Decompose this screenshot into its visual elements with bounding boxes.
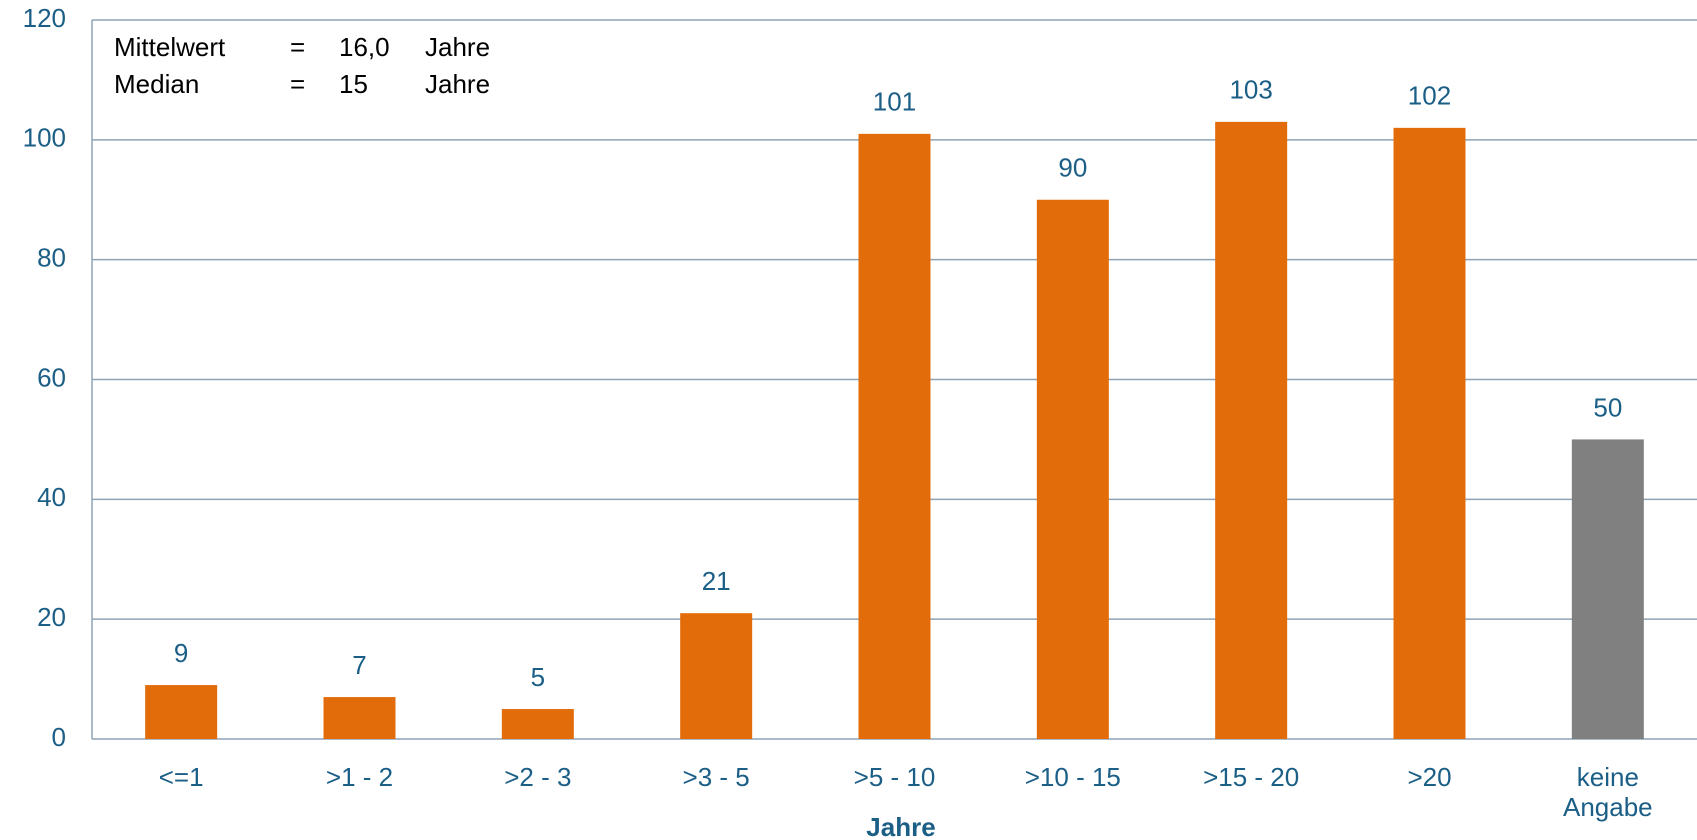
value-label: 9 [174, 638, 188, 668]
x-tick-label: keine Angabe [1563, 762, 1653, 822]
bar [858, 133, 931, 739]
bar [1571, 439, 1644, 739]
annotation-text: 15 [339, 69, 368, 99]
value-label: 103 [1229, 75, 1272, 105]
y-tick-label: 0 [52, 722, 66, 752]
annotation-text: 16,0 [339, 32, 390, 62]
y-tick-label: 20 [37, 602, 66, 632]
annotation-text: = [290, 69, 305, 99]
value-label: 7 [352, 650, 366, 680]
value-label: 50 [1593, 392, 1622, 422]
value-label: 90 [1058, 153, 1087, 183]
value-label: 21 [702, 566, 731, 596]
y-tick-label: 40 [37, 482, 66, 512]
value-label: 101 [873, 87, 916, 117]
y-tick-label: 80 [37, 243, 66, 273]
annotation-text: = [290, 32, 305, 62]
bar [1393, 127, 1466, 740]
x-tick-label: >2 - 3 [504, 762, 572, 792]
x-tick-label: >10 - 15 [1024, 762, 1121, 792]
x-tick-label: <=1 [158, 762, 204, 792]
bar [323, 697, 396, 739]
bar [680, 613, 753, 739]
bar [1036, 199, 1109, 739]
x-tick-label: >3 - 5 [682, 762, 750, 792]
bar [1215, 121, 1288, 739]
annotation-text: Jahre [425, 69, 490, 99]
bar [501, 709, 574, 739]
bar [145, 685, 218, 739]
y-tick-label: 120 [23, 3, 66, 33]
x-tick-label: >20 [1407, 762, 1452, 792]
x-tick-label: >15 - 20 [1203, 762, 1300, 792]
annotation-text: Mittelwert [114, 32, 226, 62]
value-label: 5 [531, 662, 545, 692]
y-tick-label: 100 [23, 123, 66, 153]
x-tick-label: >1 - 2 [325, 762, 394, 792]
x-axis-label: Jahre [866, 812, 936, 840]
annotation-text: Median [114, 69, 199, 99]
y-tick-label: 60 [37, 362, 66, 392]
x-tick-label: >5 - 10 [853, 762, 936, 792]
value-label: 102 [1408, 81, 1451, 111]
annotation-text: Jahre [425, 32, 490, 62]
